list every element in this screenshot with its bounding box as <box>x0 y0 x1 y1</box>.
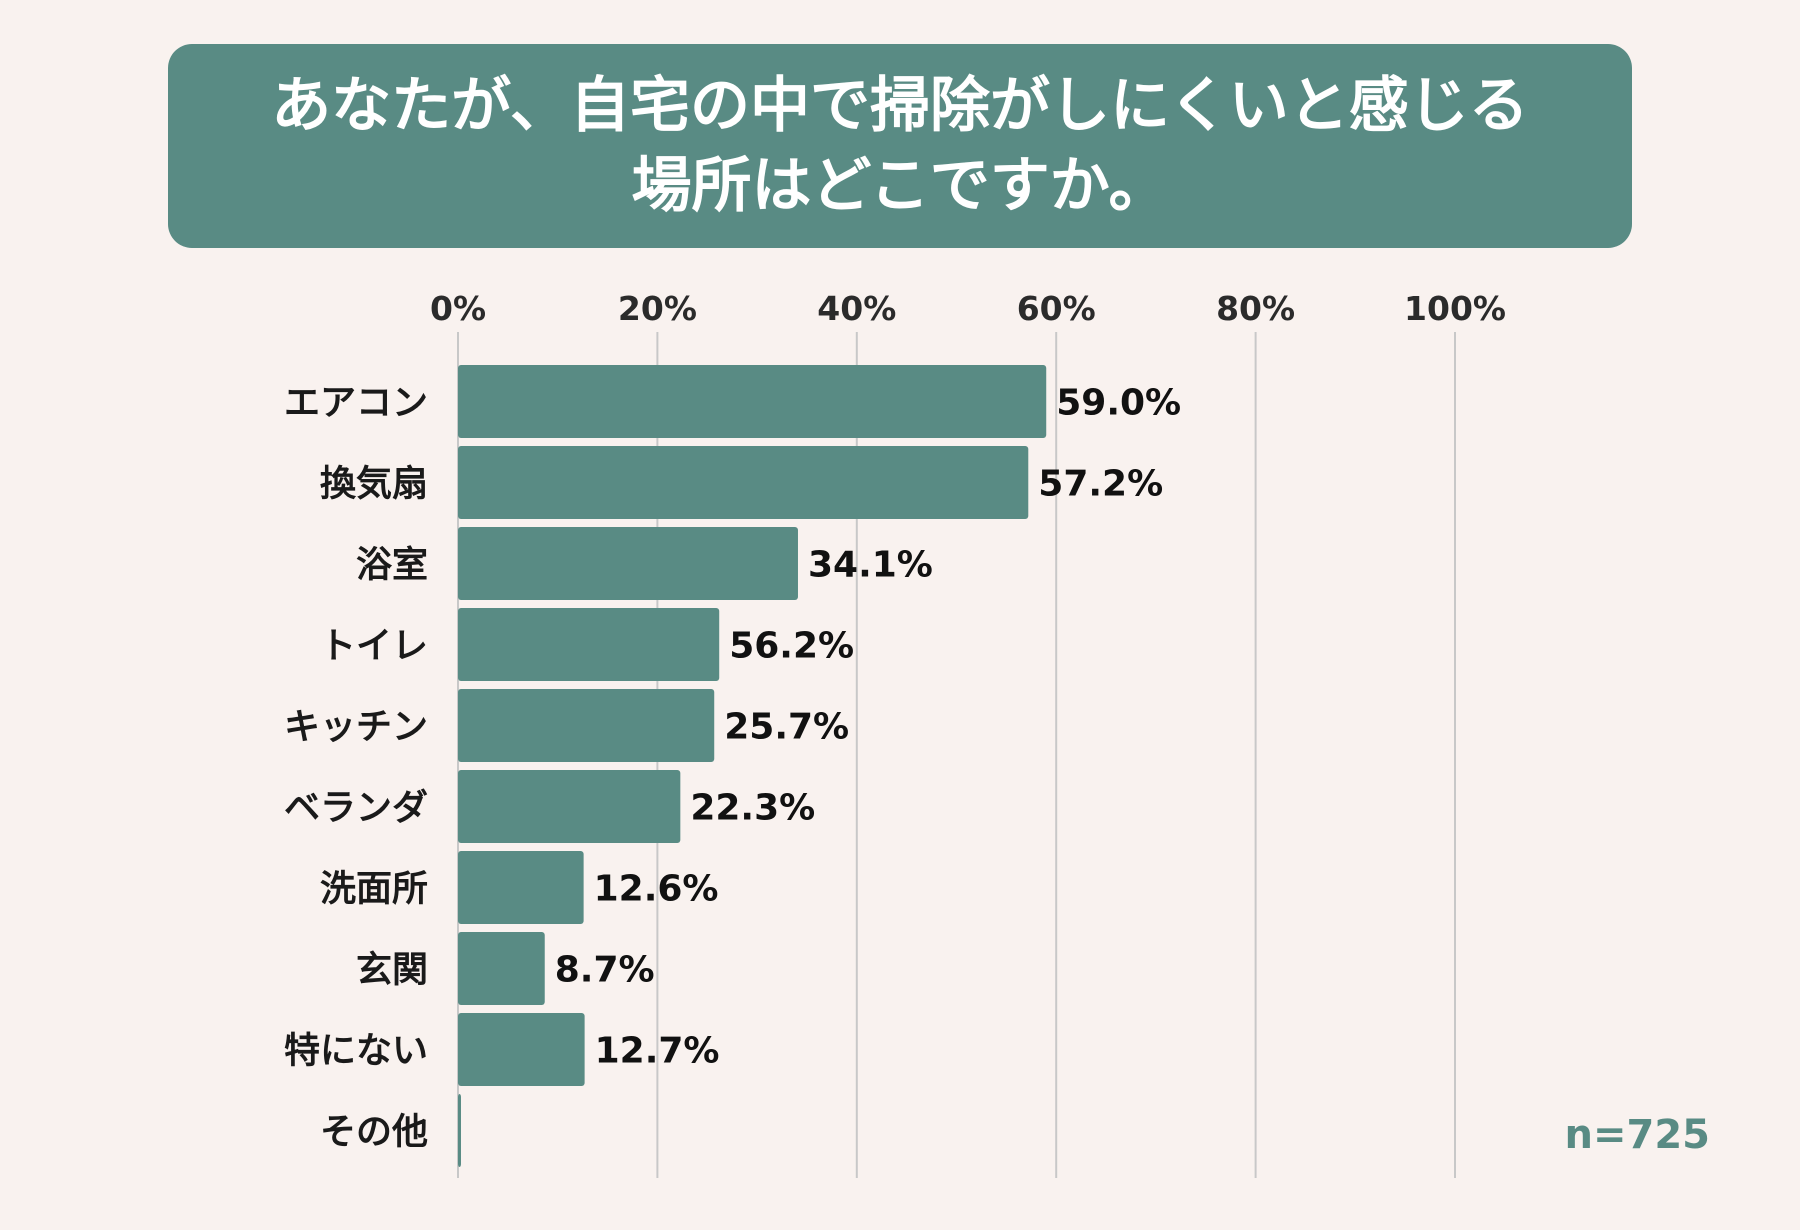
data-label: 25.7% <box>724 707 849 748</box>
category-label: その他 <box>320 1112 428 1153</box>
bar <box>458 527 798 600</box>
value-labels: 59.0% 57.2% 34.1% 56.2% 25.7% 22.3% 12.6% 8.7% 1… <box>555 383 1181 1072</box>
bar <box>458 608 720 681</box>
bar <box>458 365 1047 438</box>
bar <box>458 932 545 1005</box>
bars <box>458 365 1047 1167</box>
data-label: 59.0% <box>1056 383 1181 424</box>
data-label: 56.2% <box>729 626 854 667</box>
bar <box>458 689 715 762</box>
bar <box>458 851 584 924</box>
x-tick-label: 80% <box>1216 289 1295 328</box>
data-label: 12.7% <box>595 1031 720 1072</box>
x-tick-label: 20% <box>618 289 697 328</box>
x-tick-label: 100% <box>1404 289 1506 328</box>
category-label: 換気扇 <box>320 464 428 505</box>
category-label: ベランダ <box>284 788 428 829</box>
bar <box>458 770 681 843</box>
chart-title: あなたが、自宅の中で掃除がしにくいと感じる場所はどこですか。 <box>271 71 1529 221</box>
data-label: 12.6% <box>594 869 719 910</box>
category-label: トイレ <box>320 626 428 667</box>
data-label: 34.1% <box>808 545 933 586</box>
data-label: 22.3% <box>690 788 815 829</box>
category-label: エアコン <box>284 383 428 424</box>
category-label: 特にない <box>284 1031 428 1072</box>
bar <box>458 446 1029 519</box>
x-tick-label: 60% <box>1017 289 1096 328</box>
title-banner: あなたが、自宅の中で掃除がしにくいと感じる場所はどこですか。 <box>168 44 1632 248</box>
category-label: 浴室 <box>356 545 428 586</box>
category-label: 洗面所 <box>320 869 428 910</box>
data-label: 57.2% <box>1038 464 1163 505</box>
x-axis-ticks: 0% 20% 40% 60% 80% 100% <box>430 289 1506 328</box>
x-tick-label: 40% <box>817 289 896 328</box>
sample-size: n=725 <box>1564 1112 1711 1158</box>
bar <box>458 1094 461 1167</box>
x-tick-label: 0% <box>430 289 486 328</box>
category-label: 玄関 <box>356 950 428 991</box>
bar <box>458 1013 585 1086</box>
category-label: キッチン <box>284 707 428 748</box>
data-label: 8.7% <box>555 950 655 991</box>
